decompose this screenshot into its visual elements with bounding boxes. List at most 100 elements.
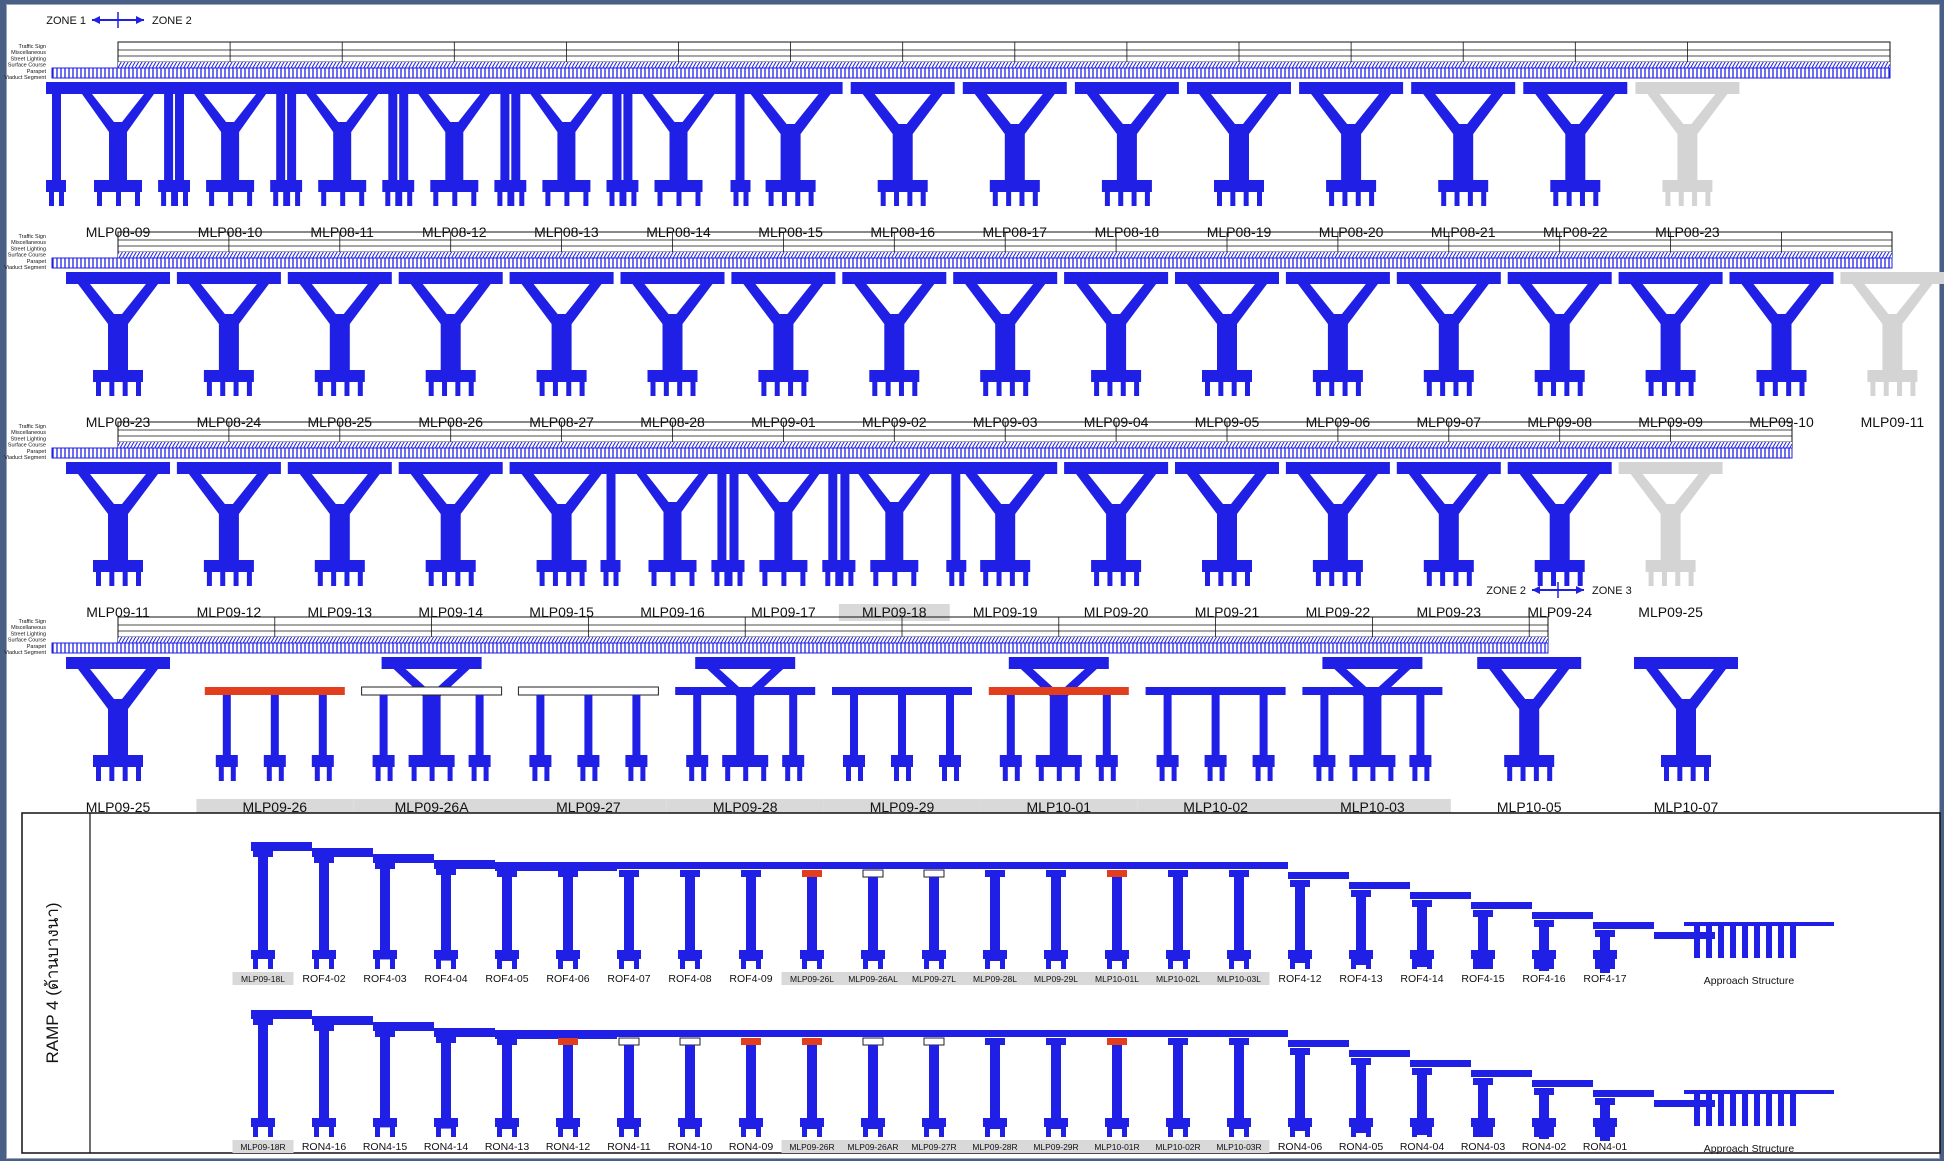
side-column	[951, 474, 961, 560]
pier: MLP09-27	[510, 686, 667, 816]
cap-beam	[204, 687, 345, 695]
approach-label: Approach Structure	[1704, 1143, 1795, 1155]
ramp-cap	[802, 870, 822, 877]
pile-cap	[870, 560, 919, 572]
ramp-deck	[495, 862, 556, 871]
pile	[1267, 767, 1273, 781]
pile	[1883, 382, 1889, 396]
pile-cap	[939, 755, 961, 767]
pier-label: MLP10-03	[1340, 799, 1405, 815]
pier-head	[1074, 82, 1179, 94]
pier-head	[382, 82, 527, 94]
side-column	[276, 94, 286, 180]
ramp-pier: ROF4-08	[668, 870, 712, 985]
ramp-column	[1112, 1045, 1122, 1129]
ramp-footing	[922, 950, 946, 959]
ramp-cap	[1351, 1058, 1371, 1065]
ramp-label-bg	[1086, 972, 1148, 985]
ramp-cap	[1107, 1038, 1127, 1045]
pile	[1427, 959, 1432, 969]
ramp-footing	[556, 950, 580, 959]
pile	[1342, 572, 1348, 586]
ramp-cap	[923, 869, 945, 878]
pier-label: MLP09-14	[418, 604, 483, 620]
ramp-column	[624, 1045, 634, 1129]
pile-cap	[158, 180, 179, 192]
pier-arms	[642, 94, 715, 132]
ramp-cap	[741, 1038, 761, 1045]
ramp-footing	[434, 950, 458, 959]
pier-arms	[78, 474, 158, 514]
pile-cap	[606, 180, 627, 192]
pier-arms	[750, 94, 831, 134]
pier-column	[440, 512, 461, 560]
pile-cap	[468, 755, 491, 767]
pier-label: MLP09-16	[640, 604, 705, 620]
pile	[1305, 1127, 1310, 1137]
pile	[512, 1127, 517, 1137]
pile	[1595, 959, 1600, 969]
pier: MLP08-12	[382, 82, 527, 240]
ramp-cap	[619, 870, 639, 877]
pile-cap	[1550, 180, 1601, 192]
pile	[1000, 1127, 1005, 1137]
ramp-footing	[251, 950, 275, 959]
ramp-pier: RON4-13	[485, 1038, 529, 1153]
pile	[898, 382, 904, 396]
pier-arms	[1630, 284, 1711, 324]
pile	[564, 192, 570, 206]
ramp-pier: RON4-16	[302, 1024, 346, 1153]
ramp-pier: MLP10-01L	[1086, 870, 1148, 985]
ramp-footing	[1166, 1118, 1190, 1127]
ramp-label-bg	[903, 1140, 965, 1153]
pier-label: MLP09-29	[870, 799, 935, 815]
pile	[428, 572, 434, 586]
pile-cap	[372, 755, 395, 767]
ramp-deck	[1471, 902, 1532, 909]
pier-column	[108, 512, 128, 560]
layer-label: Street Lighting	[11, 56, 46, 62]
ramp-pier: RON4-09	[729, 1038, 773, 1153]
pile	[317, 572, 323, 586]
pile	[1110, 767, 1116, 781]
ramp-pier-label: ROF4-16	[1522, 973, 1565, 985]
pier: MLP10-07	[1634, 657, 1738, 815]
ramp-deck	[434, 860, 495, 869]
pile	[1244, 1127, 1249, 1137]
pier-head	[606, 82, 751, 94]
side-column	[388, 94, 398, 180]
pile	[1000, 959, 1005, 969]
pile	[122, 572, 128, 586]
parapet	[118, 637, 1548, 643]
pile	[1032, 192, 1038, 206]
pile	[1229, 1127, 1234, 1137]
ramp-cap	[436, 868, 456, 875]
pier-arms	[1187, 284, 1267, 324]
pile	[762, 572, 768, 586]
pier-head	[842, 272, 947, 284]
ramp-deck	[739, 862, 800, 869]
pile	[1577, 382, 1583, 396]
pier: MLP08-14	[606, 82, 751, 240]
pile-cap	[1156, 755, 1179, 767]
ramp-pier: MLP10-02R	[1147, 1038, 1209, 1153]
pier-column	[218, 512, 239, 560]
pile	[885, 382, 891, 396]
ramp-footing	[1471, 1118, 1495, 1127]
pile	[1104, 192, 1110, 206]
ramp-pier: MLP09-26L	[781, 870, 843, 985]
ramp-pier-label: MLP10-01L	[1095, 974, 1139, 984]
viaduct-segment	[51, 257, 1893, 269]
pier-column	[422, 695, 441, 755]
pile-cap	[1423, 560, 1474, 572]
ramp-deck	[1471, 1070, 1532, 1077]
pile	[756, 1127, 761, 1137]
ramp-label-bg	[842, 1140, 904, 1153]
pile-cap	[1645, 560, 1696, 572]
pile	[314, 959, 319, 969]
portal-column	[1102, 695, 1111, 755]
ramp-deck	[1593, 1090, 1654, 1097]
pier-column	[329, 512, 350, 560]
ramp-pier-label: RON4-12	[546, 1141, 591, 1153]
pile	[939, 1127, 944, 1137]
